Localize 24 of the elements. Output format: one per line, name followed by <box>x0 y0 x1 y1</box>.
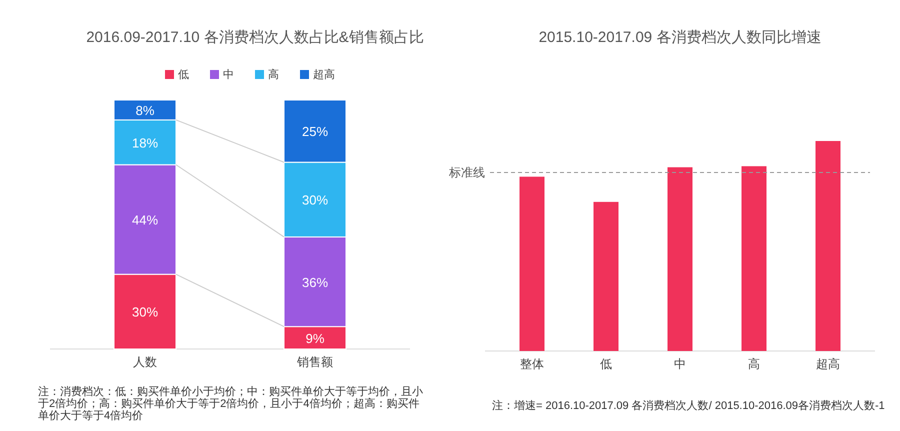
legend-label: 超高 <box>313 68 335 81</box>
data-label: 18% <box>132 135 158 150</box>
chart-title: 2016.09-2017.10 各消费档次人数占比&销售额占比 <box>86 29 424 46</box>
data-label: 44% <box>132 212 158 228</box>
text: 注：消费档次：低：购买件单价小于均价；中：购买件单价大于等于均价，且小于2倍均价；高：购买件单价大于等于2倍均价，且小于4倍均价；超高：购买件单价大于等于4倍均价 <box>38 385 423 422</box>
x-tick-label: 人数 <box>133 355 157 369</box>
data-label: 30% <box>302 192 328 208</box>
legend-label: 中 <box>223 68 234 81</box>
data-label: 8% <box>136 102 155 118</box>
x-tick-label: 整体 <box>520 357 544 371</box>
x-tick-label: 销售额 <box>296 355 333 369</box>
data-label: 36% <box>302 274 328 290</box>
x-tick-label: 中 <box>674 357 686 371</box>
data-label: 9% <box>306 330 325 346</box>
data-label: 30% <box>132 304 158 320</box>
chart-title: 2015.10-2017.09 各消费档次人数同比增速 <box>538 29 822 46</box>
data-label: 25% <box>302 124 328 140</box>
x-tick-label: 超高 <box>816 357 840 371</box>
legend-label: 低 <box>178 69 189 81</box>
legend-label: 高 <box>268 68 279 81</box>
ref-line-label: 标准线 <box>448 166 485 180</box>
x-tick-label: 低 <box>600 357 612 371</box>
text: 注：增速= 2016.10-2017.09 各消费档次人数/ 2015.10-2016.09各消费档次人数-1 <box>492 399 885 412</box>
x-tick-label: 高 <box>748 357 760 371</box>
